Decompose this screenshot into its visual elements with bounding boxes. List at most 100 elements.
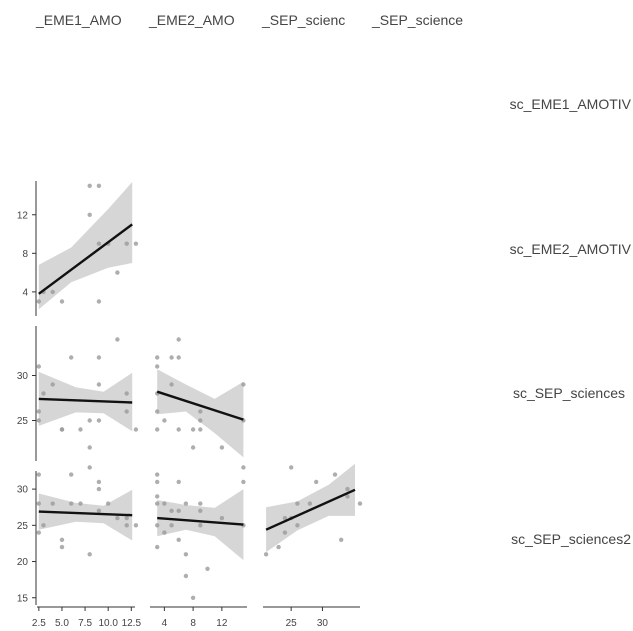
x-axis: 2.5 5.0 7.5 10.0 12.5 [32, 606, 141, 629]
data-point [162, 418, 167, 423]
data-point [176, 355, 181, 360]
data-point [276, 544, 281, 550]
data-point [190, 595, 196, 600]
data-point [106, 501, 111, 506]
data-point [155, 501, 160, 506]
data-point [124, 515, 129, 521]
data-point [50, 289, 55, 295]
data-point [183, 573, 189, 579]
data-point [124, 241, 129, 246]
x-tick-label: 30 [317, 618, 329, 629]
data-point [198, 501, 203, 506]
y-tick-label: 30 [17, 371, 29, 382]
data-point [198, 409, 203, 414]
data-point [115, 515, 120, 521]
data-point [155, 355, 160, 360]
data-point [198, 508, 203, 513]
data-point [78, 427, 83, 432]
data-point [176, 508, 181, 513]
x-tick-label: 8 [190, 618, 196, 629]
data-point [263, 552, 269, 557]
regression-line [156, 390, 244, 421]
data-point [295, 501, 300, 506]
data-point [155, 409, 160, 414]
y-axis: 4 8 12 [17, 181, 37, 316]
x-tick-label: 7.5 [78, 618, 92, 629]
data-point [169, 355, 174, 360]
data-point [155, 472, 160, 477]
data-point [96, 355, 102, 360]
data-point [36, 501, 41, 506]
x-tick-label: 5.0 [55, 618, 69, 629]
data-point [345, 494, 350, 499]
data-point [155, 427, 160, 432]
data-point [219, 445, 225, 450]
data-point [59, 537, 65, 542]
data-point [282, 515, 288, 521]
row-label-eme1: sc_EME1_AMOTIV [510, 96, 632, 112]
x-tick-label: 25 [286, 618, 298, 629]
data-point [96, 241, 102, 246]
data-point [155, 494, 160, 499]
data-point [59, 544, 65, 550]
data-point [133, 241, 139, 246]
regression-line [38, 510, 133, 517]
data-point [87, 465, 92, 470]
data-point [176, 337, 181, 342]
scatter-panel [155, 465, 246, 600]
data-point [183, 501, 189, 506]
y-tick-label: 20 [17, 557, 29, 568]
scatter-panel [36, 465, 139, 557]
scatter-panel [36, 182, 139, 310]
data-point [96, 418, 102, 423]
data-point [50, 501, 55, 506]
data-point [190, 445, 196, 450]
data-point [87, 418, 92, 423]
data-point [198, 427, 203, 432]
data-point [96, 382, 102, 387]
y-tick-label: 8 [22, 249, 28, 260]
data-point [36, 364, 41, 369]
data-point [307, 501, 313, 506]
data-point [241, 479, 246, 485]
x-tick-label: 10.0 [98, 618, 118, 629]
data-point [96, 299, 102, 304]
data-point [96, 183, 102, 188]
data-point [155, 544, 160, 550]
y-axis: 25 30 [17, 326, 37, 461]
data-point [96, 486, 102, 492]
regression-line [38, 397, 133, 404]
data-point [124, 409, 129, 414]
row-label-sep: sc_SEP_sciences [513, 385, 625, 401]
data-point [87, 183, 92, 188]
scatter-panel [36, 337, 139, 450]
data-point [124, 523, 129, 528]
x-tick-label: 4 [162, 618, 168, 629]
data-point [169, 508, 174, 513]
data-point [96, 479, 102, 485]
data-point [36, 418, 41, 423]
data-point [36, 299, 41, 304]
data-point [314, 479, 319, 485]
data-point [124, 391, 129, 396]
column-label-sep2: _SEP_science [371, 12, 463, 28]
data-point [59, 299, 65, 304]
y-tick-label: 12 [17, 210, 29, 221]
data-point [162, 501, 167, 506]
x-axis: 25 30 [263, 606, 360, 629]
data-point [155, 523, 160, 528]
data-point [198, 418, 203, 423]
data-point [87, 445, 92, 450]
data-point [115, 337, 120, 342]
data-point [50, 382, 55, 387]
y-axis: 15 20 25 30 [17, 471, 37, 605]
y-tick-label: 30 [17, 485, 29, 496]
data-point [219, 515, 225, 521]
data-point [69, 501, 74, 506]
data-point [41, 391, 46, 396]
data-point [169, 523, 174, 528]
row-label-sep2: sc_SEP_sciences2 [511, 531, 631, 547]
regression-line [157, 516, 244, 526]
data-point [205, 566, 210, 571]
